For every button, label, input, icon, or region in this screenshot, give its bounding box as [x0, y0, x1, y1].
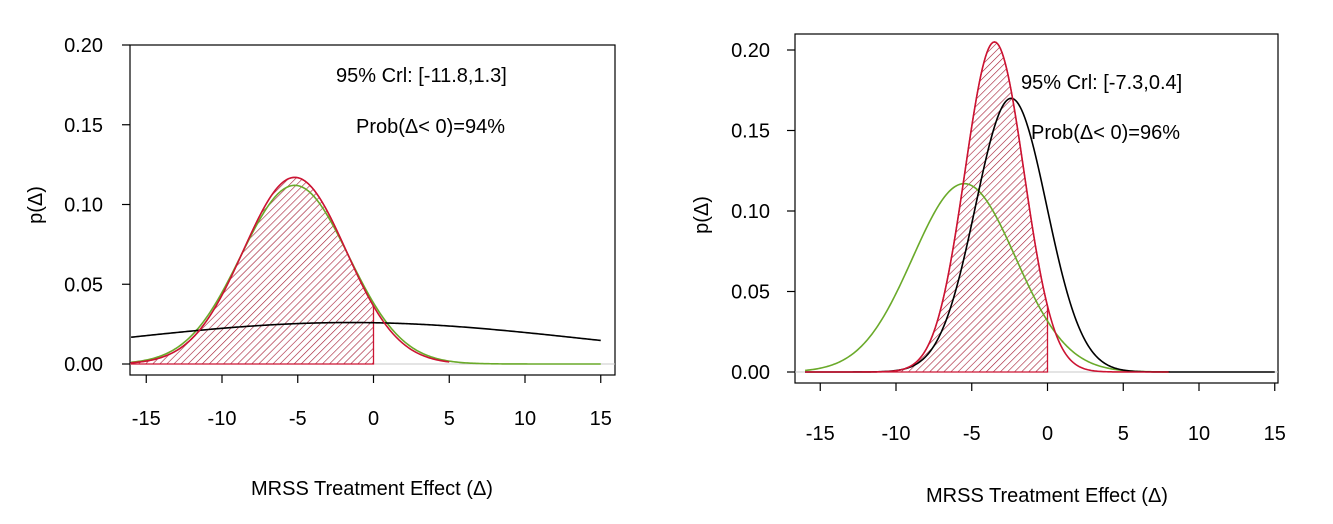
right-y-tick-label: 0.15 [731, 121, 770, 143]
left-plot-frame [129, 44, 616, 376]
left-y-tick-label: 0.20 [64, 35, 103, 57]
right-posterior-curve [805, 41, 1169, 373]
left-x-tick-label: 0 [368, 408, 379, 430]
left-x-tick-label: 15 [590, 408, 612, 430]
right-prob-annotation: Prob(Δ< 0)=96% [1031, 122, 1180, 144]
right-likelihood-curve [805, 182, 1169, 373]
right-y-tick-label: 0.10 [731, 201, 770, 223]
right-x-tick-label: -5 [963, 423, 981, 445]
right-x-tick-label: 5 [1118, 423, 1129, 445]
left-prob-annotation: Prob(Δ< 0)=94% [356, 116, 505, 138]
left-x-tick-label: 10 [514, 408, 536, 430]
left-posterior-curve [131, 176, 450, 364]
right-x-tick-label: 0 [1042, 423, 1053, 445]
right-y-axis-title: p(Δ) [691, 196, 713, 234]
left-x-tick-label: -10 [208, 408, 237, 430]
left-y-tick-label: 0.10 [64, 195, 103, 217]
left-x-tick-label: 5 [444, 408, 455, 430]
right-x-tick-label: -10 [882, 423, 911, 445]
left-panel: -15 -10 -5 0 5 10 15 0.00 0.05 0.10 0.15 0.20 95% C… [25, 35, 616, 500]
right-y-tick-label: 0.05 [731, 282, 770, 304]
left-y-tick-label: 0.00 [64, 354, 103, 376]
right-x-tick-label: 10 [1188, 423, 1210, 445]
left-y-axis-title: p(Δ) [25, 186, 47, 224]
right-y-tick-label: 0.00 [731, 362, 770, 384]
right-y-tick-label: 0.20 [731, 40, 770, 62]
right-panel: -15 -10 -5 0 5 10 15 0.00 0.05 0.10 0.15 0.20 95% C… [691, 33, 1286, 507]
right-x-axis-title: MRSS Treatment Effect (Δ) [926, 485, 1168, 507]
left-x-axis-title: MRSS Treatment Effect (Δ) [251, 478, 493, 500]
right-x-tick-label: 15 [1264, 423, 1286, 445]
left-shaded-credible-area [130, 176, 375, 365]
left-ci-annotation: 95% Crl: [-11.8,1.3] [336, 65, 507, 87]
right-plot-frame [794, 33, 1279, 384]
left-likelihood-curve [131, 184, 601, 365]
right-ci-annotation: 95% Crl: [-7.3,0.4] [1021, 72, 1182, 94]
left-x-tick-label: -15 [132, 408, 161, 430]
left-y-tick-label: 0.05 [64, 274, 103, 296]
left-prior-curve [131, 321, 601, 342]
right-x-tick-label: -15 [806, 423, 835, 445]
left-x-tick-label: -5 [289, 408, 307, 430]
left-y-tick-label: 0.15 [64, 115, 103, 137]
